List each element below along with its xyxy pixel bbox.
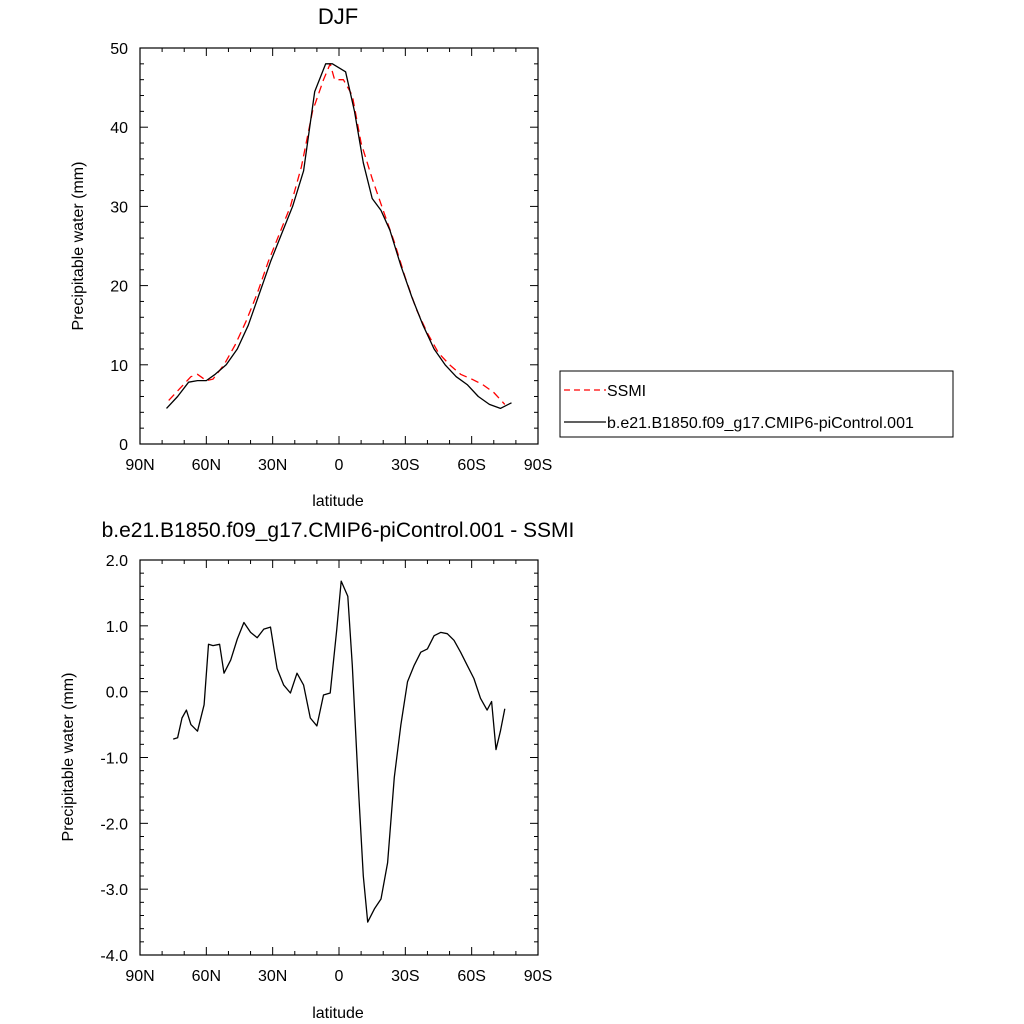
legend: SSMI b.e21.B1850.f09_g17.CMIP6-piControl… — [559, 370, 954, 438]
panel2-y-tick-label: 1.0 — [106, 619, 128, 636]
panel1-ticks: 90N 60N 30N 0 30S 60S 90S 0 10 20 30 40 50 — [110, 41, 552, 474]
panel1-series-line-1 — [168, 63, 506, 405]
panel2-y-axis-label: Precipitable water (mm) — [60, 673, 77, 842]
panel1-x-tick-label: 60N — [192, 457, 221, 474]
panel1-plot-frame — [139, 47, 539, 445]
panel2-x-axis-label: latitude — [312, 1005, 364, 1022]
panel2-x-tick-label: 30S — [391, 968, 419, 985]
panel2-series-group — [173, 580, 506, 923]
panel2-y-tick-label: 2.0 — [106, 553, 128, 570]
panel1-x-tick-label: 90S — [524, 457, 552, 474]
panel2-x-tick-label: 30N — [258, 968, 287, 985]
panel2-x-tick-label: 60S — [457, 968, 485, 985]
panel2-x-tick-label: 0 — [335, 968, 344, 985]
legend-label-model: b.e21.B1850.f09_g17.CMIP6-piControl.001 — [607, 415, 914, 432]
panel1-y-tick-label: 10 — [110, 358, 128, 375]
panel2-y-tick-label: -1.0 — [100, 751, 128, 768]
panel1-y-axis-label: Precipitable water (mm) — [70, 162, 87, 331]
panel1-y-tick-label: 0 — [119, 437, 128, 454]
panel1-title: DJF — [318, 4, 358, 29]
panel1-x-tick-label: 30N — [258, 457, 287, 474]
panel1-series-group — [166, 63, 512, 410]
panel1-x-tick-label: 60S — [457, 457, 485, 474]
panel2-y-tick-label: -2.0 — [100, 816, 128, 833]
panel1-x-tick-label: 0 — [335, 457, 344, 474]
djf-panel: DJF 90N 60N 30N 0 30S 60S 90S 0 10 20 30 40 50 latit… — [70, 4, 954, 510]
legend-label-ssmi: SSMI — [607, 383, 646, 400]
panel2-y-tick-label: -4.0 — [100, 948, 128, 965]
panel2-y-tick-label: -3.0 — [100, 882, 128, 899]
panel1-y-tick-label: 50 — [110, 41, 128, 58]
panel2-title: b.e21.B1850.f09_g17.CMIP6-piControl.001 … — [102, 519, 575, 542]
panel1-y-tick-label: 20 — [110, 279, 128, 296]
panel1-series-line-2 — [166, 63, 512, 410]
panel1-x-tick-label: 30S — [391, 457, 419, 474]
panel1-x-axis-label: latitude — [312, 493, 364, 510]
panel2-plot-frame — [139, 559, 539, 956]
difference-panel: b.e21.B1850.f09_g17.CMIP6-piControl.001 … — [60, 519, 574, 1022]
panel2-x-tick-label: 60N — [192, 968, 221, 985]
panel1-y-tick-label: 40 — [110, 120, 128, 137]
panel2-x-tick-label: 90S — [524, 968, 552, 985]
panel1-y-tick-label: 30 — [110, 199, 128, 216]
panel2-series-line-1 — [173, 580, 506, 923]
legend-box — [559, 370, 954, 438]
panel2-y-tick-label: 0.0 — [106, 685, 128, 702]
panel2-ticks: 90N 60N 30N 0 30S 60S 90S -4.0 -3.0 -2.0 -1.0 0.0 1.… — [100, 553, 552, 985]
panel2-x-tick-label: 90N — [125, 968, 154, 985]
panel1-x-tick-label: 90N — [125, 457, 154, 474]
